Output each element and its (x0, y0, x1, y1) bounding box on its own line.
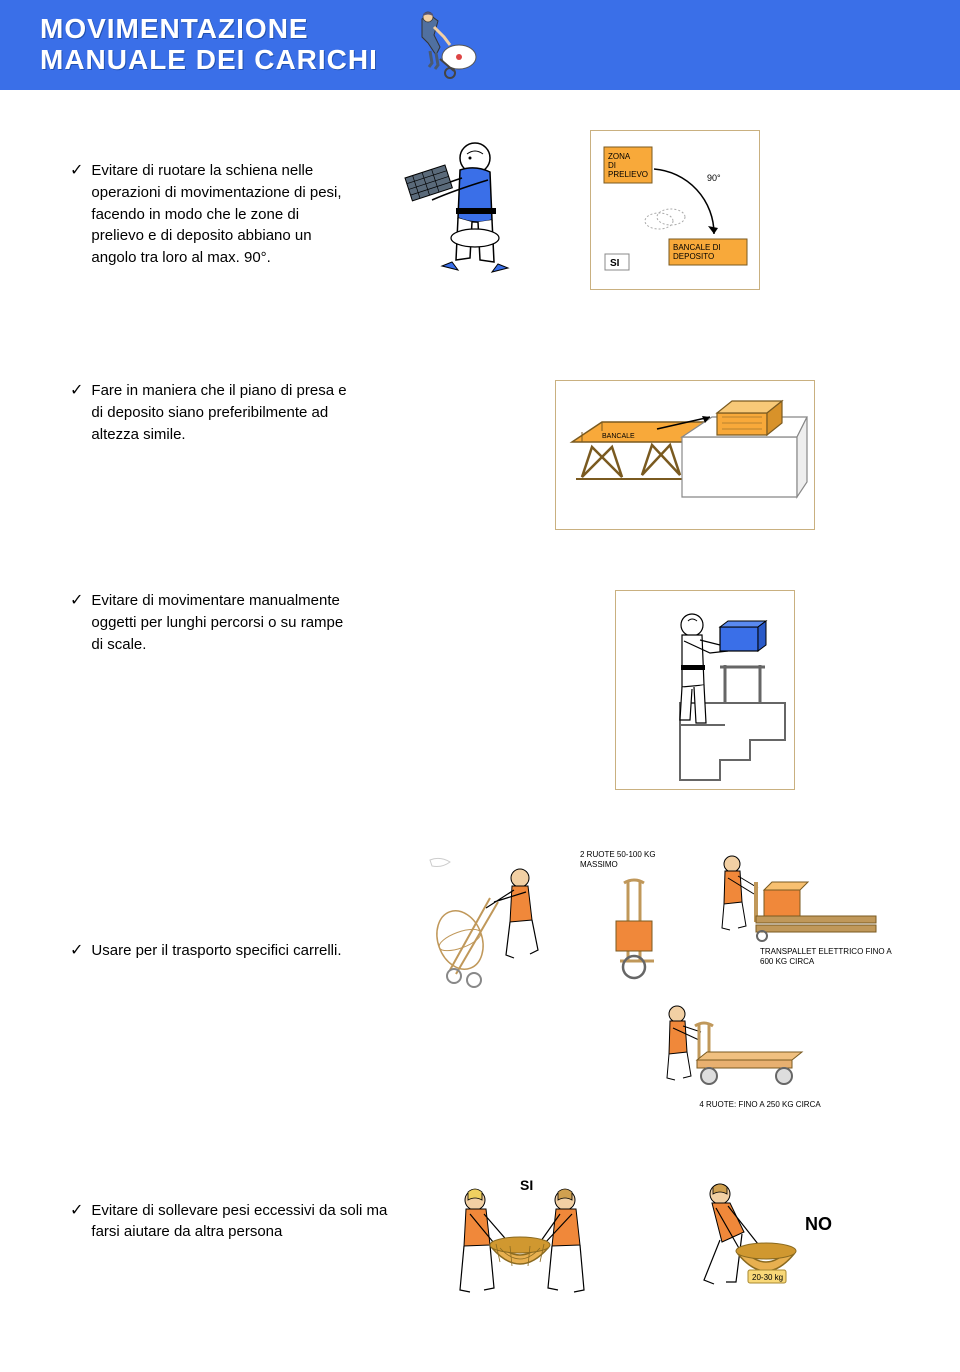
hand-truck-icon (600, 873, 670, 983)
worker-trolley-icon (402, 7, 482, 84)
cart-transpallet: TRANSPALLET ELETTRICO FINO A 600 KG CIRC… (700, 850, 900, 966)
check-icon: ✓ (70, 1200, 83, 1222)
check-icon: ✓ (70, 590, 83, 612)
svg-text:PRELIEVO: PRELIEVO (608, 170, 648, 179)
page-title: MOVIMENTAZIONE MANUALE DEI CARICHI (40, 14, 378, 76)
zona-label: ZONA (608, 152, 631, 161)
cart-2wheel: 2 RUOTE 50-100 KG MASSIMO (580, 850, 690, 983)
bancale-label: BANCALE (602, 433, 635, 440)
barrel-cart-icon (420, 850, 570, 1000)
illustration-3 (380, 590, 920, 790)
svg-text:BANCALE DI: BANCALE DI (673, 243, 721, 252)
bullet-5: ✓ Evitare di sollevare pesi eccessivi da… (70, 1200, 390, 1244)
bullet-1: ✓ Evitare di ruotare la schiena nelle op… (70, 160, 350, 269)
check-icon: ✓ (70, 380, 83, 402)
section-height: ✓ Fare in maniera che il piano di presa … (70, 380, 920, 530)
section-rotation: ✓ Evitare di ruotare la schiena nelle op… (70, 130, 920, 320)
section-stairs: ✓ Evitare di movimentare manualmente ogg… (70, 590, 920, 790)
bullet-4: ✓ Usare per il trasporto specifici carre… (70, 940, 390, 962)
header-banner: MOVIMENTAZIONE MANUALE DEI CARICHI (0, 0, 960, 90)
check-icon: ✓ (70, 940, 83, 962)
illustration-4: 2 RUOTE 50-100 KG MASSIMO (420, 850, 920, 1110)
illustration-1: ZONA DI PRELIEVO 90° BANCALE DI DEPOSITO… (380, 130, 920, 320)
angle-label: 90° (707, 173, 721, 183)
bullet-2-text: Fare in maniera che il piano di presa e … (91, 380, 350, 445)
svg-text:DI: DI (608, 161, 616, 170)
rotation-diagram: ZONA DI PRELIEVO 90° BANCALE DI DEPOSITO… (590, 130, 760, 290)
no-label: NO (805, 1214, 832, 1234)
stairs-diagram (615, 590, 795, 790)
bullet-2: ✓ Fare in maniera che il piano di presa … (70, 380, 350, 445)
check-icon: ✓ (70, 160, 83, 182)
si-label-2: SI (520, 1177, 533, 1193)
team-lift-correct-icon: SI (420, 1170, 630, 1320)
bullet-3-text: Evitare di movimentare manualmente ogget… (91, 590, 350, 655)
section-carts: ✓ Usare per il trasporto specifici carre… (70, 850, 920, 1110)
bullet-4-text: Usare per il trasporto specifici carrell… (91, 940, 341, 962)
transpallet-label: TRANSPALLET ELETTRICO FINO A 600 KG CIRC… (760, 947, 900, 966)
title-line-2: MANUALE DEI CARICHI (40, 44, 378, 75)
cart2-label: 2 RUOTE 50-100 KG MASSIMO (580, 850, 690, 869)
solo-lift-wrong-icon: NO 20-30 kg (670, 1170, 850, 1320)
cart-4wheel-row: 4 RUOTE: FINO A 250 KG CIRCA (540, 1000, 920, 1110)
bullet-1-text: Evitare di ruotare la schiena nelle oper… (91, 160, 350, 269)
flatbed-cart-icon (639, 1000, 809, 1100)
bullet-5-text: Evitare di sollevare pesi eccessivi da s… (91, 1200, 390, 1244)
bullet-3: ✓ Evitare di movimentare manualmente ogg… (70, 590, 350, 655)
illustration-5: SI NO (420, 1170, 920, 1320)
weight-label: 20-30 kg (752, 1273, 783, 1282)
title-line-1: MOVIMENTAZIONE (40, 13, 309, 44)
si-label: SI (610, 258, 620, 269)
person-carrying-icon (380, 130, 550, 320)
cart4-label: 4 RUOTE: FINO A 250 KG CIRCA (699, 1100, 820, 1110)
content-area: ✓ Evitare di ruotare la schiena nelle op… (0, 90, 960, 1360)
section-teamlift: ✓ Evitare di sollevare pesi eccessivi da… (70, 1170, 920, 1320)
illustration-2: BANCALE (380, 380, 920, 530)
table-height-diagram: BANCALE (555, 380, 815, 530)
svg-text:DEPOSITO: DEPOSITO (673, 252, 714, 261)
transpallet-icon (700, 850, 900, 945)
